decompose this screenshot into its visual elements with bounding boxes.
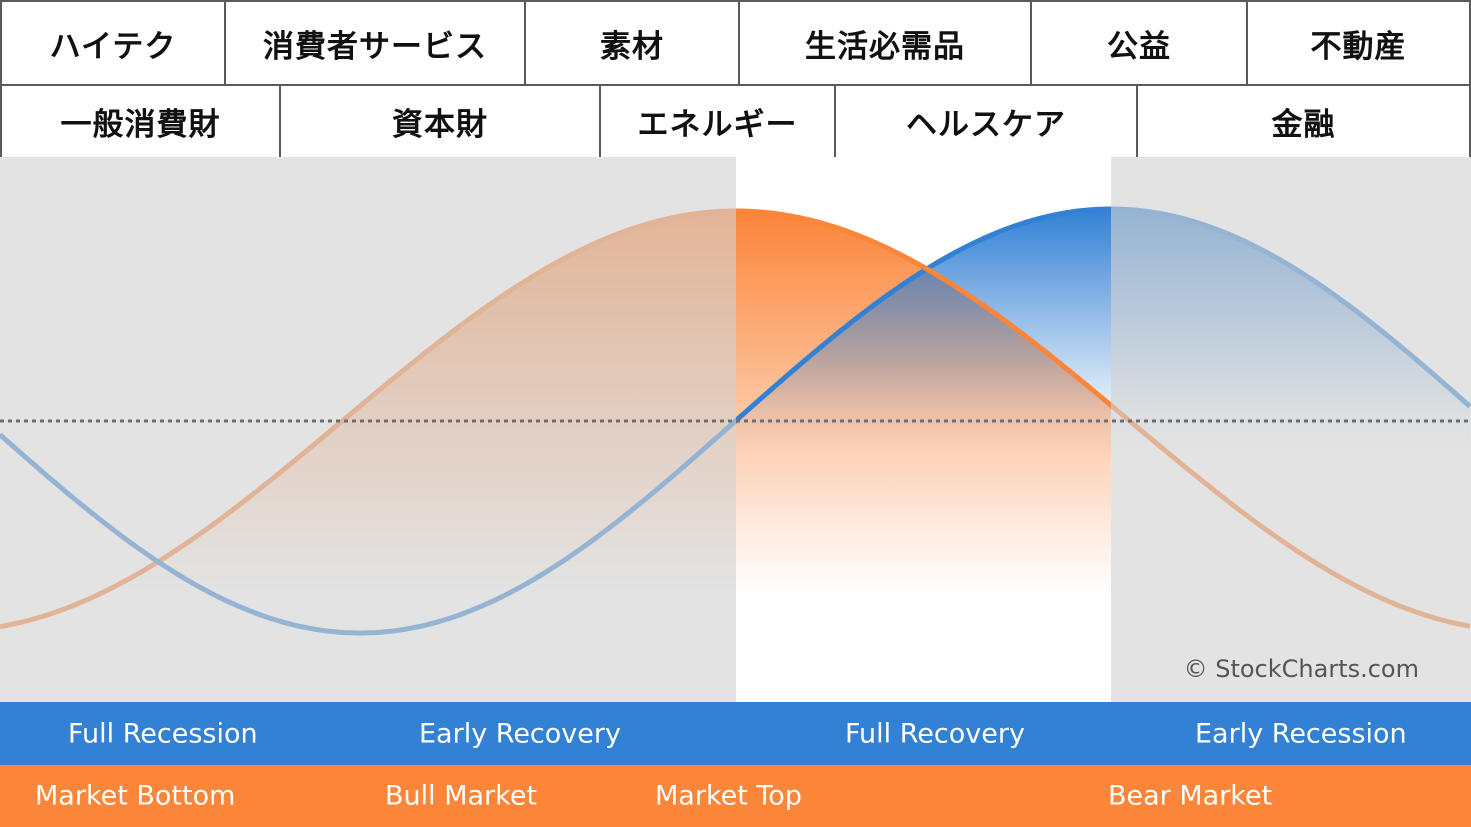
shade-right [1111,157,1471,702]
label-bull-market: Bull Market [385,780,538,812]
sector-cell-health-care: ヘルスケア [834,84,1138,159]
label-market-top: Market Top [655,780,802,812]
shade-left [0,157,736,702]
sector-cell-tech: ハイテク [0,0,226,86]
sector-row-1: ハイテク 消費者サービス 素材 生活必需品 公益 不動産 [0,0,1471,86]
credit-text: © StockCharts.com [1183,655,1419,683]
sector-cell-financials: 金融 [1136,84,1471,159]
label-market-bottom: Market Bottom [35,780,236,812]
label-full-recession: Full Recession [68,718,258,749]
label-bear-market: Bear Market [1108,780,1273,812]
sector-cell-industrials: 資本財 [279,84,601,159]
sector-cell-consumer-staples: 生活必需品 [738,0,1032,86]
sector-cell-consumer-services: 消費者サービス [224,0,526,86]
sector-cell-energy: エネルギー [599,84,836,159]
sector-cell-consumer-discretionary: 一般消費財 [0,84,281,159]
label-full-recovery: Full Recovery [845,718,1025,749]
economic-cycle-band: Full Recession Early Recovery Full Recov… [0,702,1471,765]
sector-row-2: 一般消費財 資本財 エネルギー ヘルスケア 金融 [0,84,1471,159]
right-region [1111,157,1471,702]
label-early-recovery: Early Recovery [419,718,621,749]
cycle-chart [0,157,1471,702]
sector-cell-real-estate: 不動産 [1246,0,1471,86]
sector-cell-materials: 素材 [524,0,740,86]
label-early-recession: Early Recession [1195,718,1407,749]
sector-cell-utilities: 公益 [1030,0,1248,86]
left-region [0,157,736,702]
market-cycle-band: Market Bottom Bull Market Market Top Bea… [0,765,1471,827]
